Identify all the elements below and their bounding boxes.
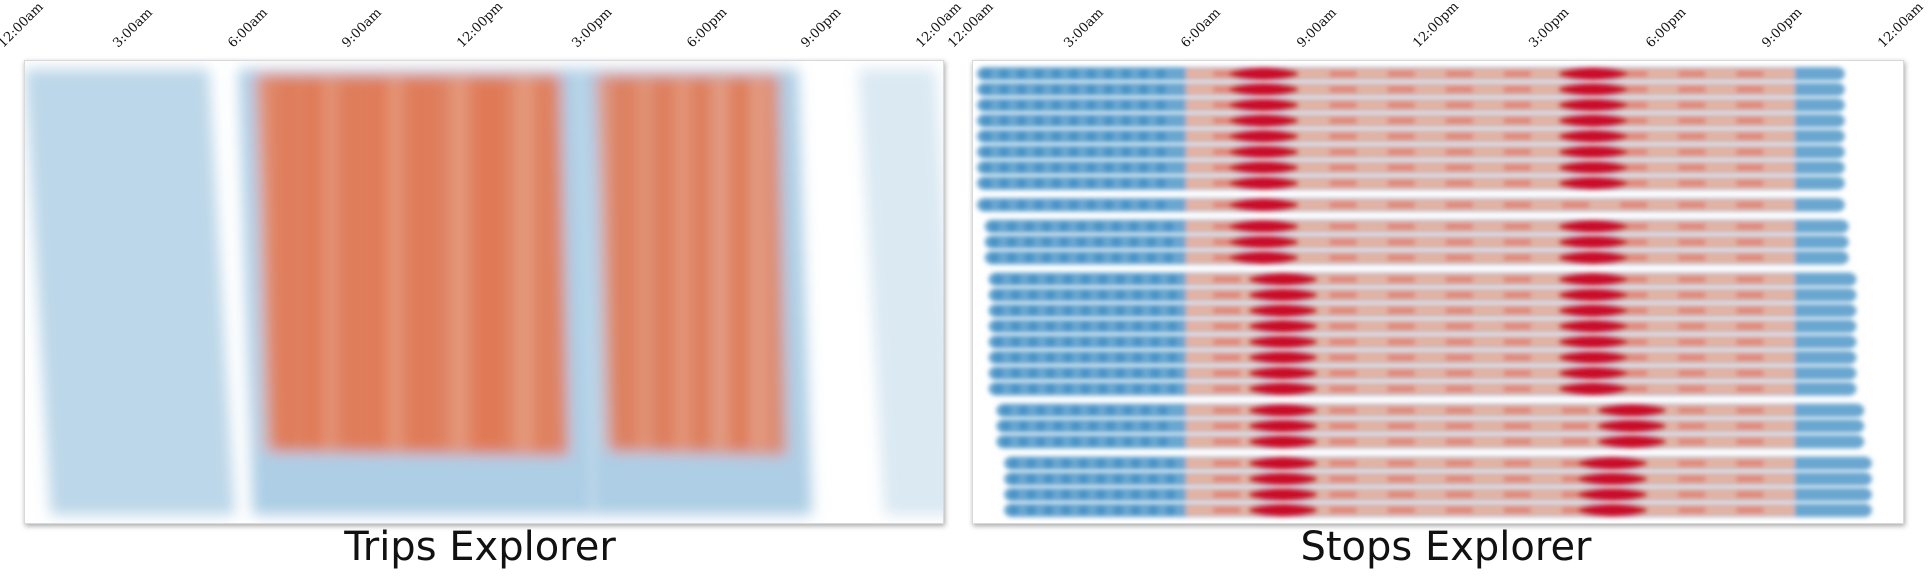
stops-tick-label: 12:00pm — [1410, 0, 1463, 52]
stops-tick-label: 3:00am — [1061, 5, 1108, 52]
stops-row — [988, 319, 1857, 334]
trips-tick-label: 12:00am — [0, 0, 47, 51]
trips-tick-label: 12:00pm — [454, 0, 507, 52]
trips-band — [579, 69, 812, 515]
stops-row — [1004, 487, 1872, 502]
stops-row — [1004, 503, 1872, 517]
stops-row — [976, 198, 1845, 212]
stops-row — [976, 82, 1845, 97]
trips-band — [25, 69, 235, 515]
trips-tick-label: 9:00pm — [798, 5, 845, 52]
stops-tick-label: 12:00am — [1875, 0, 1927, 51]
stops-row — [976, 176, 1845, 191]
trips-tick-label: 9:00am — [339, 5, 386, 52]
stops-heatmap-frame — [972, 60, 1904, 524]
trips-tick-label: 3:00pm — [569, 5, 615, 52]
trips-tick-label: 3:00am — [110, 5, 156, 52]
trips-heatmap-frame — [24, 60, 944, 524]
stops-tick-label: 3:00pm — [1526, 5, 1573, 52]
trips-time-axis: 12:00am 3:00am 6:00am 9:00am 12:00pm 3:00pm 6:… — [0, 0, 965, 64]
trips-band — [238, 69, 594, 515]
stops-row — [984, 219, 1849, 234]
stops-row — [984, 250, 1849, 265]
stops-time-axis: 12:00am 3:00am 6:00am 9:00am 12:00pm 3:00pm 6:… — [945, 0, 1932, 64]
stops-row — [976, 113, 1845, 128]
stops-row — [996, 419, 1865, 433]
stops-row — [976, 67, 1845, 81]
stops-row — [988, 381, 1857, 396]
stops-row — [1004, 472, 1872, 486]
trips-tick-label: 6:00pm — [683, 5, 730, 52]
trips-band — [858, 69, 943, 515]
stops-tick-label: 6:00am — [1177, 5, 1224, 52]
stops-row — [976, 145, 1845, 159]
stops-explorer-panel: 12:00am 3:00am 6:00am 9:00am 12:00pm 3:00pm 6:… — [945, 0, 1932, 576]
stops-row — [976, 129, 1845, 144]
trips-explorer-panel: 12:00am 3:00am 6:00am 9:00am 12:00pm 3:00pm 6:… — [0, 0, 965, 576]
stops-heatmap — [976, 67, 1872, 517]
stops-explorer-caption: Stops Explorer — [1300, 524, 1592, 570]
stops-row — [988, 335, 1857, 349]
stops-row — [1004, 456, 1872, 471]
trips-heatmap — [25, 69, 943, 515]
stops-row — [996, 403, 1865, 418]
trips-tick-label: 6:00am — [224, 5, 271, 52]
stops-row — [976, 160, 1845, 175]
trips-explorer-caption: Trips Explorer — [344, 524, 616, 570]
stops-row — [988, 288, 1857, 302]
stops-tick-label: 9:00am — [1294, 5, 1340, 52]
stops-row — [988, 272, 1857, 287]
stops-tick-label: 6:00pm — [1642, 5, 1689, 52]
stops-tick-label: 9:00pm — [1759, 5, 1805, 52]
stops-row — [976, 98, 1845, 112]
stops-row — [988, 350, 1857, 365]
stops-row — [988, 366, 1857, 380]
stops-row — [996, 434, 1865, 449]
stops-row — [984, 235, 1849, 249]
stops-row — [988, 303, 1857, 318]
